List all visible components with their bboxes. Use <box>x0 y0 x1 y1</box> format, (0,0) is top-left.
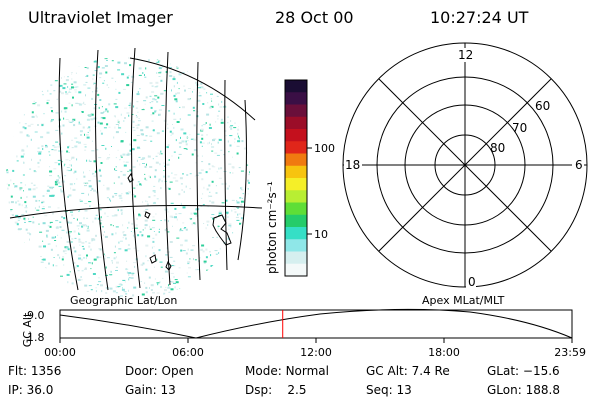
mlt-label-top: 12 <box>458 48 473 62</box>
door-field: Door: Open <box>125 364 194 378</box>
polar-grid-lines <box>342 42 588 288</box>
colorbar-swatch <box>285 251 307 265</box>
time-label: 10:27:24 UT <box>430 8 529 27</box>
mlat-label-80: 80 <box>490 141 505 155</box>
geographic-image-panel <box>6 47 263 300</box>
colorbar-swatch <box>285 227 307 240</box>
date-label: 28 Oct 00 <box>275 8 354 27</box>
altitude-curve <box>59 308 573 339</box>
orbit-altitude-timeline: GC Alt 9.0 1.8 00:00 06:00 12:00 18:00 23:59 <box>21 308 586 359</box>
colorbar-swatch <box>285 116 307 130</box>
flt-field: Flt: 1356 <box>8 364 62 378</box>
mlt-label-right: 6 <box>575 158 583 172</box>
mlt-label-left: 18 <box>345 158 360 172</box>
colorbar-swatch <box>285 263 307 277</box>
timeline-tick-label: 18:00 <box>428 346 460 359</box>
dsp-field: Dsp: 2.5 <box>245 383 307 397</box>
polar-grid-panel: 12 18 6 0 60 70 80 <box>342 42 588 289</box>
lat-lon-grid <box>9 47 263 291</box>
coastline-outlines <box>127 172 232 271</box>
instrument-title: Ultraviolet Imager <box>28 8 173 27</box>
gain-field: Gain: 13 <box>125 383 176 397</box>
colorbar-swatch <box>285 153 307 167</box>
timeline-ytick-9: 9.0 <box>27 309 45 322</box>
colorbar-swatch <box>285 129 307 142</box>
mode-field: Mode: Normal <box>245 364 329 378</box>
colorbar-swatch <box>285 178 307 191</box>
glon-field: GLon: 188.8 <box>487 383 560 397</box>
timeline-ylabel: GC Alt <box>21 312 34 347</box>
timeline-xticks: 00:00 06:00 12:00 18:00 23:59 <box>44 338 586 359</box>
colorbar-swatch <box>285 80 307 93</box>
colorbar: 100 10 photon cm⁻²s⁻¹ <box>265 79 335 277</box>
apex-caption: Apex MLat/MLT <box>422 294 505 307</box>
colorbar-swatch <box>285 202 307 216</box>
mlt-label-bottom: 0 <box>468 275 476 289</box>
colorbar-swatch <box>285 239 307 252</box>
timeline-tick-label: 23:59 <box>554 346 586 359</box>
mlat-label-70: 70 <box>512 121 527 135</box>
colorbar-swatch <box>285 141 307 154</box>
colorbar-swatch <box>285 92 307 105</box>
uv-emission-disk <box>6 56 250 300</box>
colorbar-tick-10: 10 <box>314 228 328 241</box>
seq-field: Seq: 13 <box>366 383 412 397</box>
geographic-caption: Geographic Lat/Lon <box>70 294 178 307</box>
colorbar-tick-100: 100 <box>314 142 335 155</box>
ip-field: IP: 36.0 <box>8 383 54 397</box>
timeline-tick-label: 06:00 <box>172 346 204 359</box>
colorbar-unit-label: photon cm⁻²s⁻¹ <box>265 181 279 274</box>
timeline-ytick-1.8: 1.8 <box>27 331 45 344</box>
colorbar-swatch <box>285 165 307 179</box>
colorbar-swatch <box>285 190 307 203</box>
glat-field: GLat: −15.6 <box>487 364 560 378</box>
colorbar-swatch <box>285 214 307 228</box>
timeline-tick-label: 12:00 <box>300 346 332 359</box>
timeline-tick-label: 00:00 <box>44 346 76 359</box>
colorbar-swatch <box>285 104 307 118</box>
colorbar-swatches <box>285 80 307 277</box>
mlat-label-60: 60 <box>535 99 550 113</box>
gc-alt-field: GC Alt: 7.4 Re <box>366 364 450 378</box>
